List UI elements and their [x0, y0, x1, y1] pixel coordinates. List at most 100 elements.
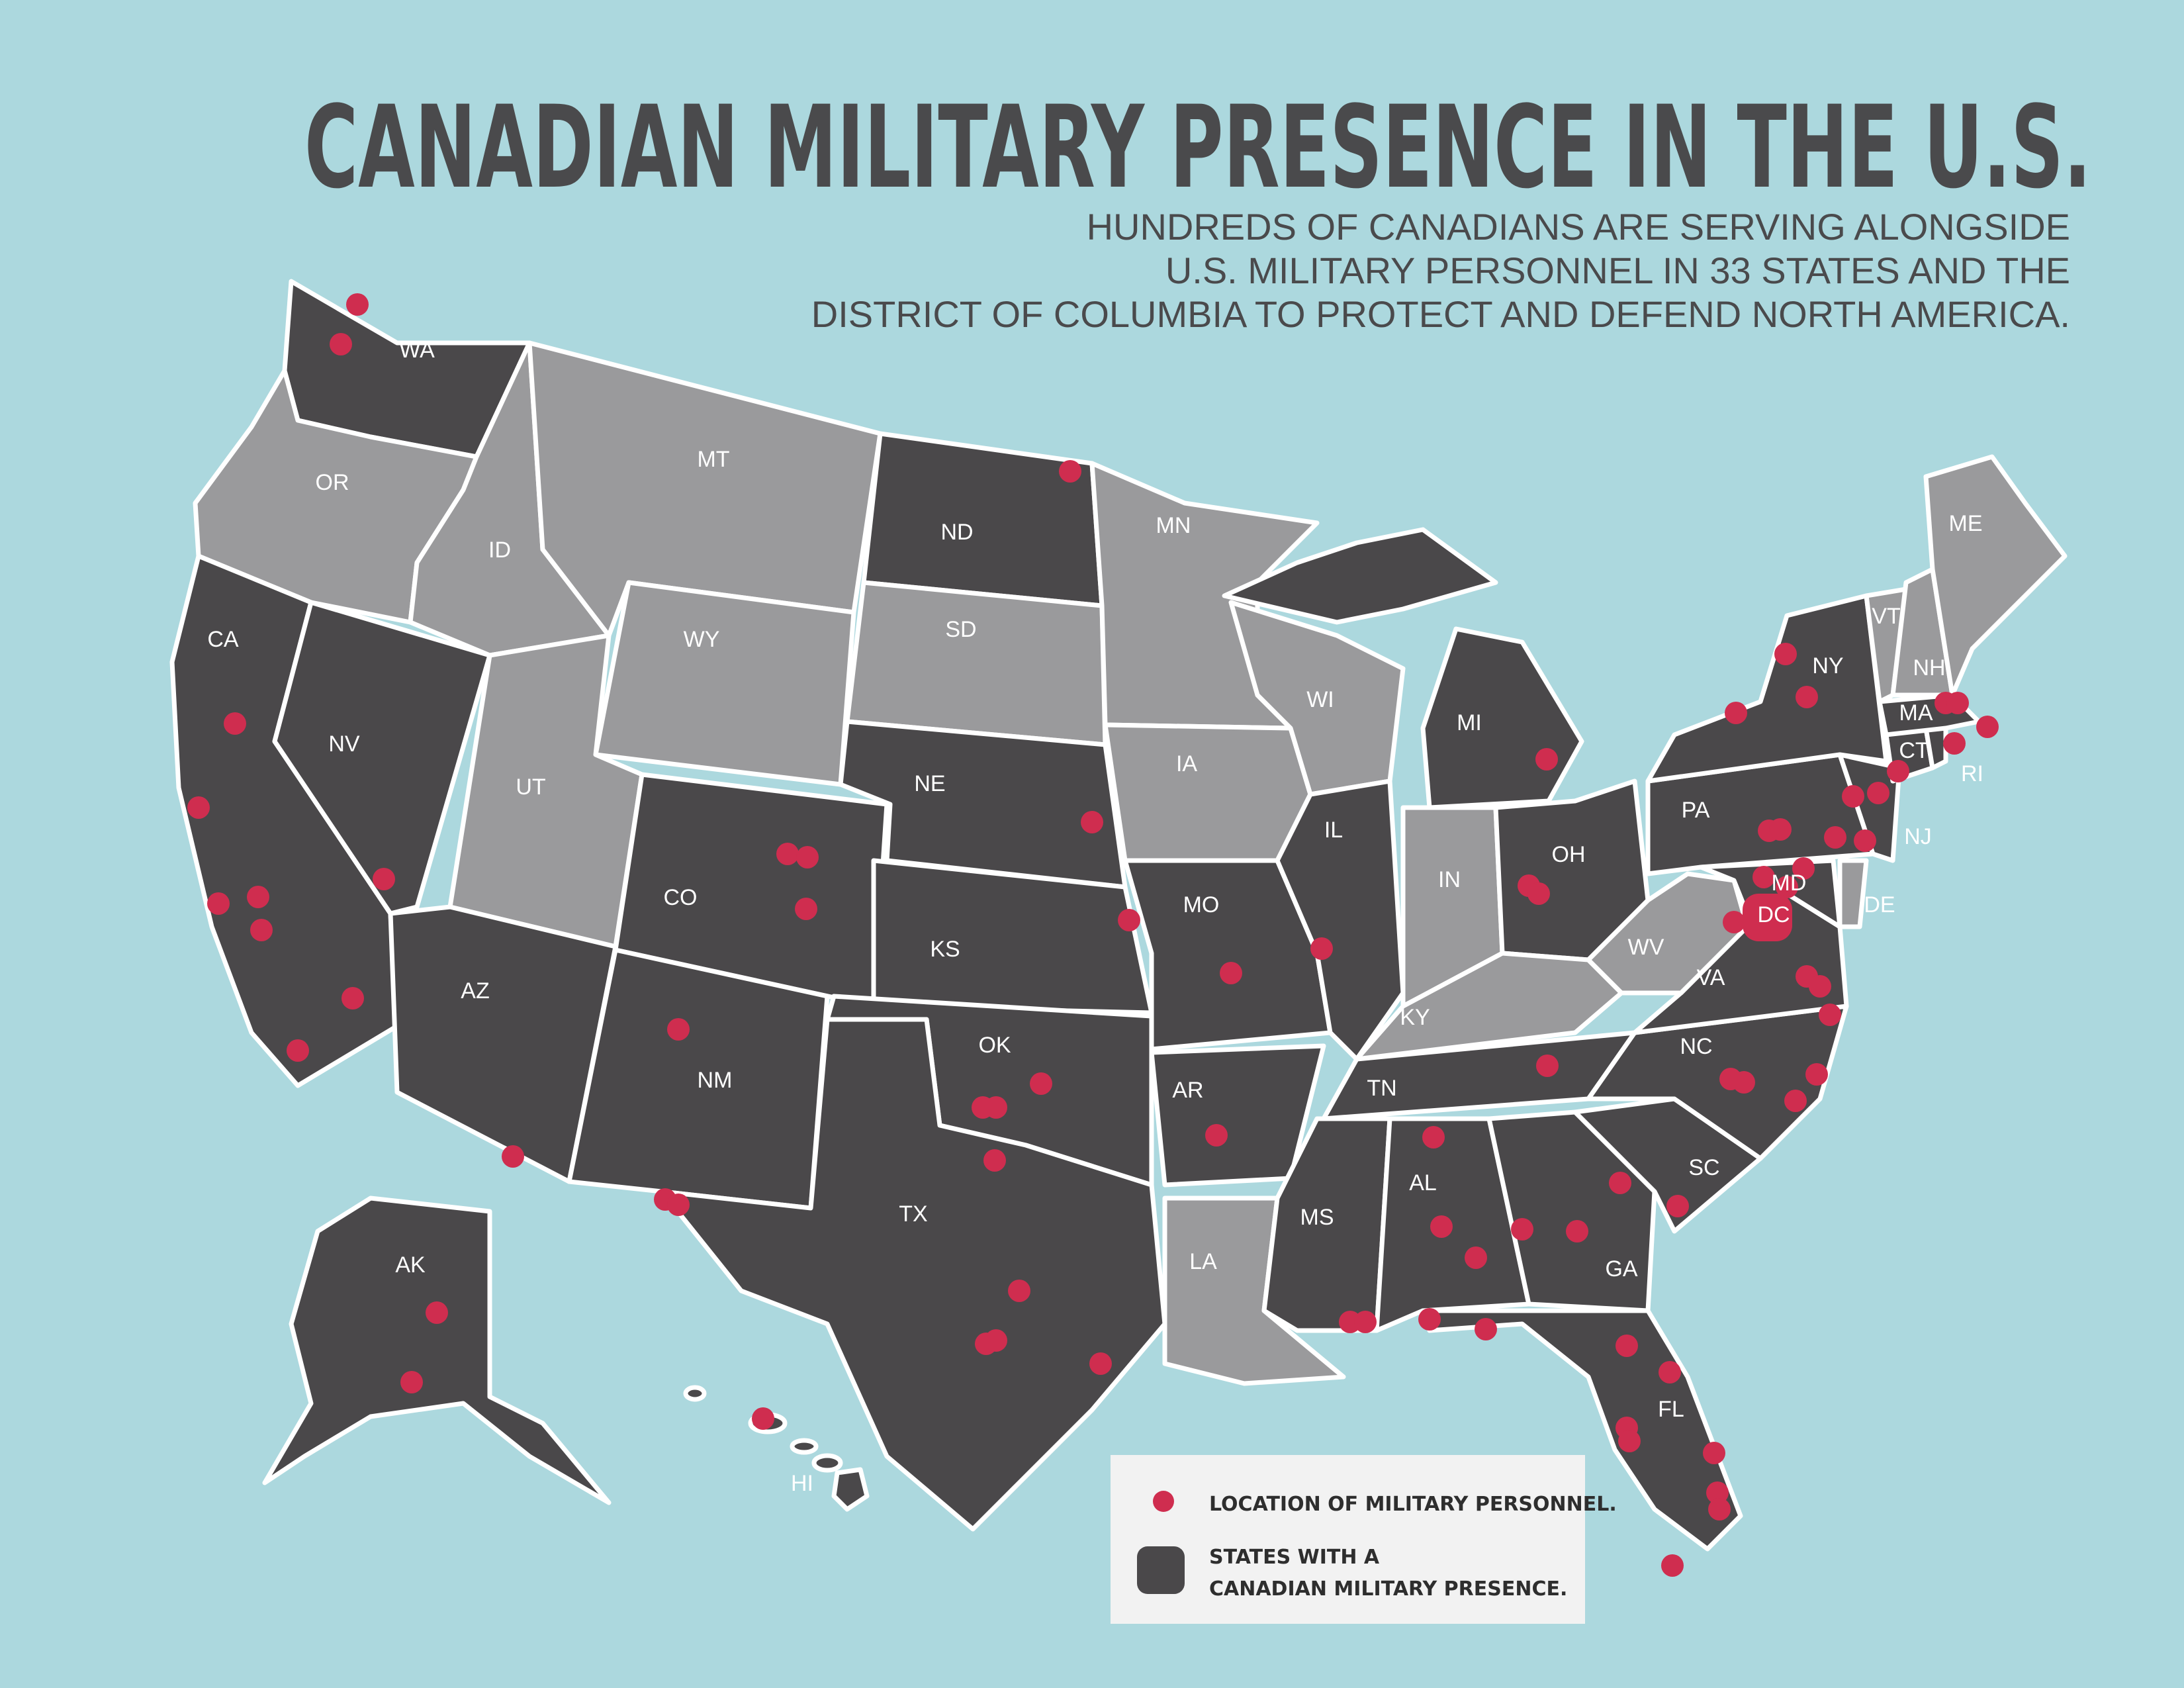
personnel-marker	[983, 1149, 1006, 1172]
state-ga	[1486, 1109, 1657, 1313]
personnel-marker	[1659, 1361, 1681, 1383]
state-label-al: AL	[1409, 1170, 1437, 1196]
state-me	[1923, 454, 2068, 698]
state-label-ut: UT	[516, 774, 545, 800]
subtitle-line-2: U.S. MILITARY PERSONNEL IN 33 STATES AND…	[1165, 250, 2070, 291]
personnel-marker	[1030, 1072, 1052, 1095]
state-label-ny: NY	[1812, 653, 1843, 679]
state-wy	[593, 580, 856, 787]
state-label-sc: SC	[1688, 1155, 1719, 1180]
personnel-marker	[1008, 1280, 1030, 1302]
personnel-marker	[1310, 937, 1333, 960]
personnel-marker	[1475, 1318, 1497, 1340]
personnel-marker	[1661, 1554, 1684, 1577]
hi-island	[831, 1467, 870, 1512]
personnel-marker	[1708, 1498, 1731, 1521]
personnel-marker	[1723, 911, 1745, 933]
personnel-marker	[1666, 1195, 1689, 1217]
state-label-me: ME	[1949, 511, 1983, 536]
personnel-marker	[1769, 818, 1792, 841]
personnel-marker	[795, 898, 817, 920]
personnel-marker	[1220, 962, 1242, 984]
state-label-ma: MA	[1899, 700, 1933, 726]
state-label-tx: TX	[899, 1201, 927, 1227]
state-label-or: OR	[316, 470, 349, 495]
personnel-marker	[1566, 1220, 1588, 1243]
personnel-marker	[1776, 876, 1798, 898]
personnel-marker	[1535, 748, 1558, 771]
state-tx	[659, 1017, 1167, 1532]
personnel-marker	[1805, 1063, 1828, 1086]
states	[169, 279, 2068, 1552]
personnel-marker	[207, 892, 230, 915]
personnel-marker	[752, 1407, 774, 1430]
personnel-marker	[1465, 1246, 1487, 1269]
personnel-marker	[187, 796, 210, 819]
state-label-oh: OH	[1552, 842, 1586, 867]
subtitle-line-1: HUNDREDS OF CANADIANS ARE SERVING ALONGS…	[1087, 206, 2070, 248]
map-title: CANADIAN MILITARY PRESENCE IN THE U.S.	[304, 81, 2091, 214]
state-hi	[683, 1385, 870, 1512]
personnel-marker	[247, 886, 269, 908]
state-label-ms: MS	[1300, 1205, 1334, 1230]
dc-marker	[1743, 894, 1792, 941]
personnel-marker	[502, 1145, 524, 1168]
personnel-marker	[1059, 460, 1081, 483]
state-label-va: VA	[1697, 965, 1725, 990]
personnel-marker	[1824, 826, 1846, 849]
state-label-mt: MT	[697, 447, 729, 472]
state-ia	[1103, 722, 1313, 863]
personnel-marker	[1867, 782, 1889, 804]
hi-island	[811, 1453, 843, 1473]
state-label-wa: WA	[399, 338, 435, 363]
personnel-marker	[667, 1194, 690, 1216]
personnel-marker	[985, 1096, 1007, 1119]
state-label-fl: FL	[1658, 1397, 1684, 1422]
personnel-marker	[1118, 909, 1140, 931]
state-label-in: IN	[1438, 867, 1461, 892]
personnel-marker	[400, 1371, 423, 1393]
personnel-marker	[373, 868, 395, 890]
legend-box	[1111, 1455, 1585, 1624]
state-label-ne: NE	[914, 771, 945, 796]
personnel-marker	[1733, 1071, 1755, 1094]
state-label-ca: CA	[207, 627, 239, 652]
personnel-marker	[250, 919, 273, 941]
state-sd	[844, 580, 1108, 747]
state-label-mi: MI	[1457, 710, 1482, 735]
personnel-marker	[426, 1301, 448, 1324]
personnel-marker	[1609, 1172, 1631, 1194]
personnel-marker	[1430, 1215, 1453, 1238]
state-label-nc: NC	[1680, 1034, 1712, 1059]
personnel-marker	[1752, 866, 1775, 888]
state-label-de: DE	[1864, 892, 1895, 917]
legend-state-label-2: CANADIAN MILITARY PRESENCE.	[1209, 1577, 1567, 1601]
legend-marker-label: LOCATION OF MILITARY PERSONNEL.	[1209, 1493, 1617, 1516]
legend-state-label-1: STATES WITH A	[1209, 1546, 1380, 1569]
personnel-marker	[1854, 829, 1876, 852]
state-label-id: ID	[488, 538, 511, 563]
state-label-ar: AR	[1172, 1078, 1203, 1103]
personnel-marker	[985, 1329, 1007, 1352]
legend-state-swatch	[1137, 1546, 1185, 1594]
state-label-co: CO	[664, 885, 698, 910]
state-de	[1837, 858, 1869, 929]
state-label-ky: KY	[1400, 1005, 1430, 1030]
personnel-marker	[1354, 1311, 1377, 1333]
state-label-la: LA	[1189, 1249, 1217, 1274]
personnel-marker	[1842, 785, 1864, 808]
personnel-marker	[224, 712, 246, 735]
state-labels: WA OR CA NV ID MT WY UT AZ CO NM ND SD N…	[207, 338, 1983, 1496]
state-label-wv: WV	[1628, 935, 1664, 960]
hi-island	[683, 1385, 707, 1402]
state-label-mn: MN	[1156, 513, 1191, 538]
personnel-marker	[1976, 716, 1999, 738]
state-label-ri: RI	[1961, 761, 1983, 786]
state-label-ia: IA	[1176, 751, 1197, 776]
personnel-marker	[1511, 1218, 1533, 1241]
personnel-marker	[1809, 975, 1831, 998]
personnel-marker	[1706, 1481, 1729, 1504]
state-label-ga: GA	[1605, 1256, 1637, 1282]
state-label-dc: DC	[1757, 902, 1790, 927]
